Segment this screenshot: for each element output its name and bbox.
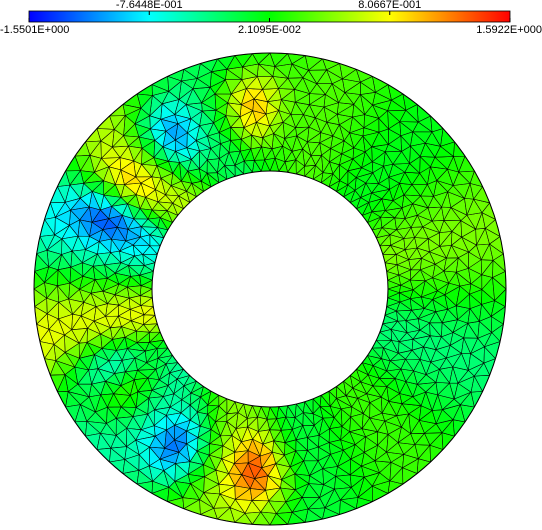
mesh-element [492,277,507,301]
mesh-element [421,280,438,298]
mesh-element [444,282,461,296]
mesh-element [109,459,126,474]
colorbar-bottom-label: -1.5501E+000 [0,24,69,36]
mesh-field [33,52,507,526]
colorbar: -7.6448E-001 8.0667E-001 -1.5501E+000 2.109… [0,0,542,36]
annulus-outline [33,52,507,526]
colorbar-top-label: -7.6448E-001 [116,0,183,11]
outer-boundary [33,52,507,526]
inner-boundary [151,170,389,408]
mesh-element [469,283,483,295]
colorbar-labels: -7.6448E-001 8.0667E-001 -1.5501E+000 2.109… [0,0,542,36]
mesh-element [399,284,414,293]
colorbar-bottom-label: 1.5922E+000 [476,24,542,36]
colorbar-ticks [28,11,511,22]
mesh-element [452,419,466,437]
mesh-element [74,421,88,437]
mesh-element [96,447,112,463]
colorbar-bottom-label: 2.1095E-002 [238,24,301,36]
colorbar-top-label: 8.0667E-001 [358,0,421,11]
